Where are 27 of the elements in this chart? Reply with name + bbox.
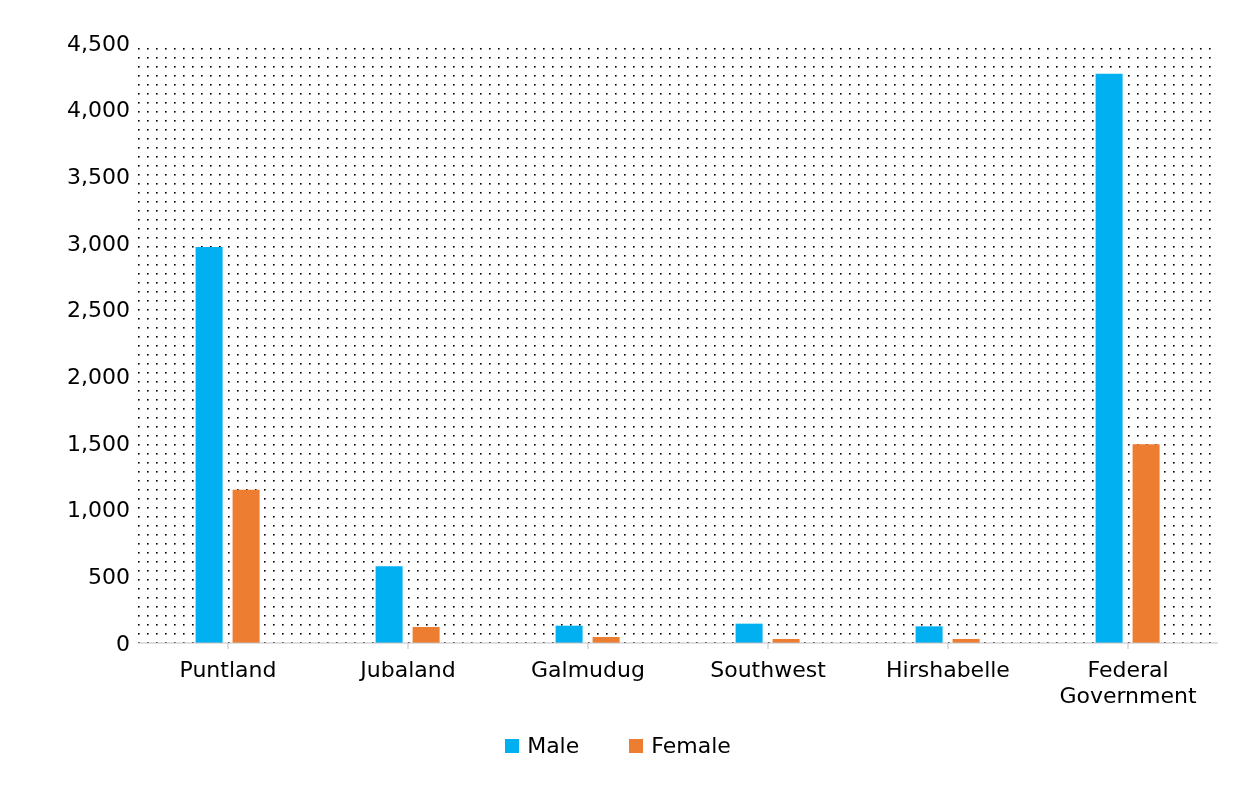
x-tick-label: Hirshabelle xyxy=(886,657,1010,682)
bar xyxy=(1095,73,1123,643)
legend-label: Female xyxy=(650,733,731,758)
y-tick-label: 2,500 xyxy=(67,297,130,323)
bar xyxy=(412,627,440,643)
y-tick-label: 500 xyxy=(88,564,130,590)
bar xyxy=(915,626,943,643)
legend-label: Male xyxy=(526,733,580,758)
x-tick-label: Galmudug xyxy=(531,657,645,682)
bar xyxy=(375,566,403,643)
y-tick-label: 4,500 xyxy=(67,30,130,56)
x-tick-label: Jubaland xyxy=(358,657,456,682)
y-tick-label: 4,000 xyxy=(67,97,130,123)
x-tick-label: Southwest xyxy=(710,657,827,682)
y-tick-label: 0 xyxy=(116,630,130,656)
y-tick-label: 1,500 xyxy=(67,430,130,456)
x-tick-label: Puntland xyxy=(179,657,277,682)
bar xyxy=(195,247,223,643)
y-tick-label: 3,000 xyxy=(67,230,130,256)
y-tick-label: 2,000 xyxy=(67,364,130,390)
x-tick-label: Federal Government xyxy=(1059,657,1197,708)
y-tick-label: 3,500 xyxy=(67,164,130,190)
bar xyxy=(555,625,583,643)
bar xyxy=(1132,444,1160,643)
y-tick-label: 1,000 xyxy=(67,497,130,523)
bar xyxy=(232,489,260,643)
bar xyxy=(735,623,763,643)
